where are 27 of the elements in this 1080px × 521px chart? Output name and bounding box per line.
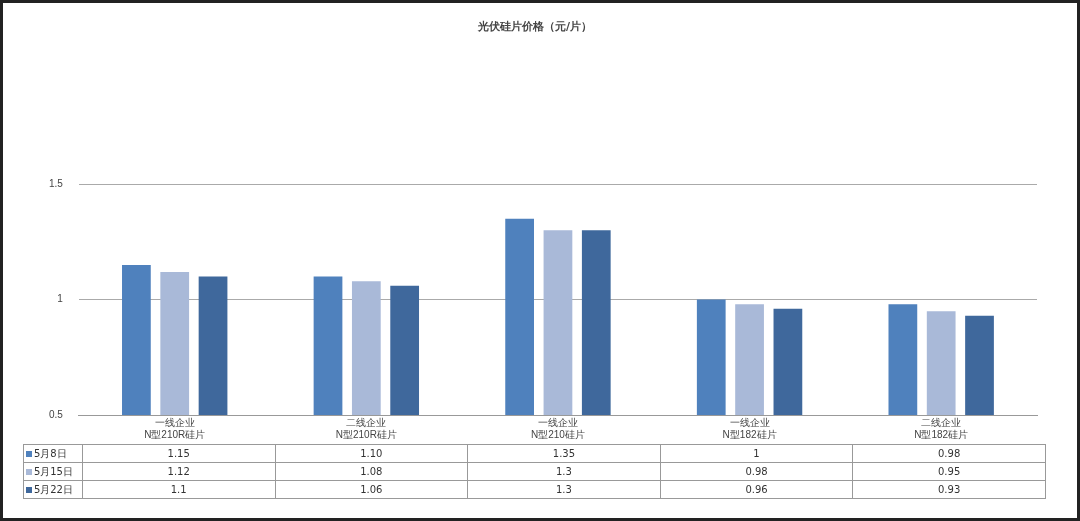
data-label: 1.35 (467, 444, 661, 463)
data-label: 0.98 (660, 462, 853, 481)
data-label: 0.96 (660, 480, 853, 499)
y-tick-label: 1.5 (49, 177, 64, 189)
x-tick-label: 一线企业 N型210R硅片 (144, 416, 206, 440)
legend-label: 5月15日 (23, 462, 83, 481)
data-label: 1.3 (467, 462, 661, 481)
x-tick-label: 一线企业 N型210硅片 (531, 416, 585, 440)
y-tick-label: 0.5 (49, 408, 64, 420)
data-label: 1.15 (82, 444, 275, 463)
data-label: 1.08 (275, 462, 468, 481)
legend-label: 5月22日 (23, 480, 83, 499)
data-label: 1 (660, 444, 853, 463)
x-tick-label: 二线企业 N型182硅片 (914, 416, 969, 440)
data-label: 0.93 (852, 480, 1046, 499)
data-label: 1.10 (275, 444, 468, 463)
chart-title: 光伏硅片价格（元/片） (476, 20, 593, 34)
data-label: 0.95 (852, 462, 1046, 481)
legend-label: 5月8日 (23, 444, 83, 463)
data-label: 1.12 (82, 462, 275, 481)
y-tick-label: 1 (57, 293, 64, 305)
data-label: 1.06 (275, 480, 468, 499)
data-label: 0.98 (852, 444, 1046, 463)
data-label: 1.3 (467, 480, 661, 499)
data-label: 1.1 (82, 480, 275, 499)
x-tick-label: 一线企业 N型182硅片 (722, 416, 777, 440)
x-tick-label: 二线企业 N型210R硅片 (335, 416, 397, 440)
